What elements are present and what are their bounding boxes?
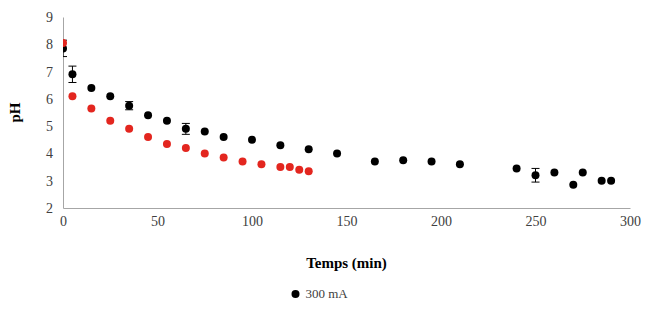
point [305,145,313,153]
y-tick-label: 8 [46,37,53,52]
x-tick: 200 [431,208,452,229]
y-tick-label: 9 [46,10,53,25]
y-tick: 6 [46,92,63,107]
point [182,125,190,133]
point [144,111,152,119]
point [239,158,247,166]
data-area [63,39,615,189]
y-tick-label: 6 [46,92,53,107]
point [144,133,152,141]
point [182,144,190,152]
point [163,140,171,148]
legend-marker [292,290,300,298]
x-tick: 150 [337,208,358,229]
point [163,117,171,125]
x-tick-label: 250 [526,214,547,229]
y-tick: 4 [46,146,63,161]
x-axis-title: Temps (min) [306,255,387,272]
y-tick: 2 [46,201,63,216]
point [201,149,209,157]
error-bar [125,102,133,110]
y-tick-label: 4 [46,146,53,161]
error-bar [68,66,76,82]
error-bar [532,168,540,182]
series [63,40,615,189]
y-tick: 9 [46,10,63,25]
point [371,158,379,166]
error-bar [182,123,190,134]
point [532,171,540,179]
x-tick-label: 150 [337,214,358,229]
x-tick-label: 200 [431,214,452,229]
y-tick-label: 2 [46,201,53,216]
point [87,84,95,92]
y-tick: 7 [46,65,63,80]
point [607,177,615,185]
y-tick-label: 3 [46,174,53,189]
point [125,102,133,110]
point [513,164,521,172]
x-tick-label: 300 [620,214,641,229]
x-tick: 300 [620,208,641,229]
point [295,166,303,174]
y-tick-label: 5 [46,119,53,134]
point [106,92,114,100]
point [220,154,228,162]
point [248,136,256,144]
y-tick: 8 [46,37,63,52]
point [276,163,284,171]
x-tick: 50 [151,208,165,229]
point [87,104,95,112]
point [286,163,294,171]
point [428,158,436,166]
point [201,128,209,136]
point [68,92,76,100]
point [125,125,133,133]
point [456,160,464,168]
point [220,133,228,141]
series [63,39,313,175]
y-tick: 5 [46,119,63,134]
x-axis-line [64,208,631,209]
point [276,141,284,149]
x-tick-label: 0 [60,214,67,229]
x-tick: 0 [60,208,67,229]
x-tick-label: 100 [242,214,263,229]
y-tick-label: 7 [46,65,53,80]
point [106,117,114,125]
y-tick: 3 [46,174,63,189]
x-tick-label: 50 [151,214,165,229]
point [333,149,341,157]
x-axis: 0 50 100 150 200 250 300 [60,208,641,229]
point [63,39,67,47]
plot: 0 50 100 150 200 250 300 2 3 4 5 6 7 8 9 [46,10,641,229]
y-axis: 2 3 4 5 6 7 8 9 [46,10,64,216]
y-axis-title: pH [7,102,23,122]
x-tick: 250 [526,208,547,229]
point [579,169,587,177]
legend-label: 300 mA [306,286,349,301]
point [68,70,76,78]
x-tick: 100 [242,208,263,229]
point [569,181,577,189]
point [550,169,558,177]
point [399,156,407,164]
legend: 300 mA [292,286,349,301]
point [305,167,313,175]
point [598,177,606,185]
chart: 0 50 100 150 200 250 300 2 3 4 5 6 7 8 9 Temps (min) pH 3… [0,0,663,316]
point [257,160,265,168]
